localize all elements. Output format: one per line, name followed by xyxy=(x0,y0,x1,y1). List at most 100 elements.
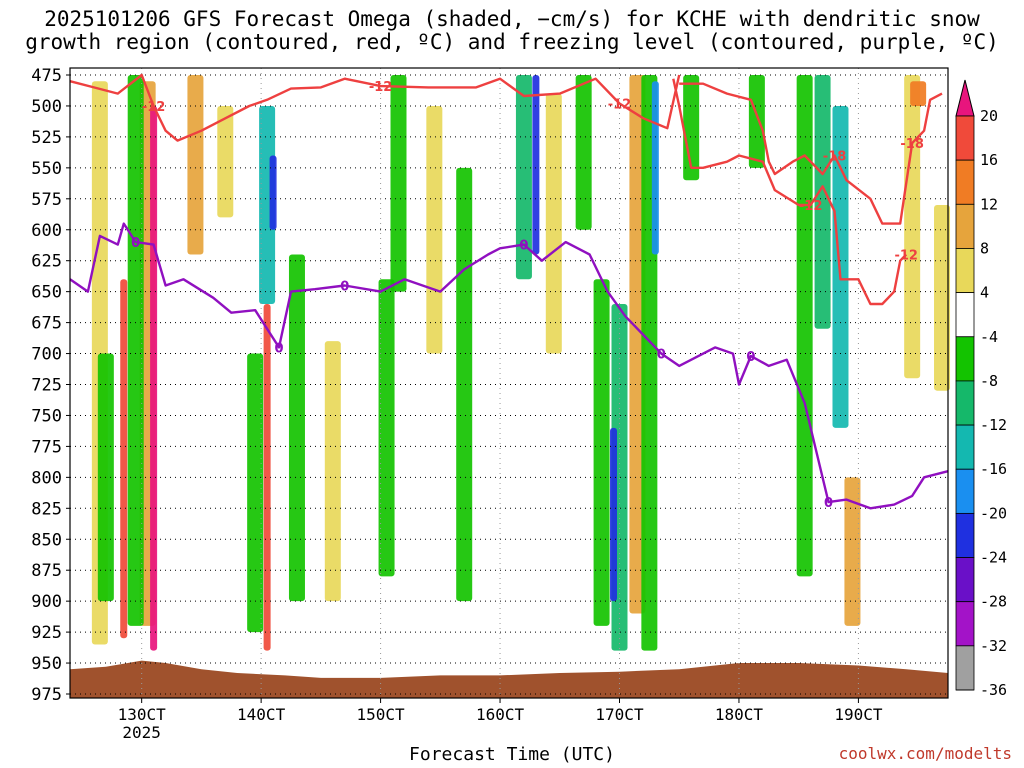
y-tick-label: 950 xyxy=(31,654,62,674)
y-tick-label: 825 xyxy=(31,499,62,519)
x-year-label: 2025 xyxy=(122,723,161,742)
colorbar-label: -8 xyxy=(980,372,998,390)
y-tick-label: 975 xyxy=(31,685,62,705)
colorbar-swatch xyxy=(955,292,975,338)
x-tick-label: 140CT xyxy=(237,705,286,724)
omega-shading-strong_down xyxy=(259,105,276,305)
omega-shading-weak_down xyxy=(288,254,305,602)
colorbar-label: 4 xyxy=(980,284,989,302)
dendritic-isotherm-line-label: -18 xyxy=(823,149,847,164)
y-tick-label: 575 xyxy=(31,190,62,210)
omega-shading-very_strong_up xyxy=(263,304,271,651)
colorbar-label: 12 xyxy=(980,195,998,213)
omega-shading-weak_up xyxy=(324,341,341,602)
omega-shading-weak_down xyxy=(456,167,473,602)
y-tick-label: 600 xyxy=(31,221,62,241)
dendritic-isotherm-line-label: -12 xyxy=(142,100,166,115)
y-tick-label: 775 xyxy=(31,437,62,457)
omega-shading-weak_up xyxy=(904,75,921,379)
chart-title-line1: 2025101206 GFS Forecast Omega (shaded, −… xyxy=(44,7,980,31)
credit-text: coolwx.com/modelts xyxy=(838,744,1012,763)
y-tick-label: 900 xyxy=(31,592,62,612)
colorbar-swatch xyxy=(955,336,975,382)
omega-shading-weak_up xyxy=(217,105,234,218)
freezing-level-line-label: 0 xyxy=(519,239,528,254)
omega-shading-mod_down xyxy=(814,75,831,329)
y-tick-label: 475 xyxy=(31,66,62,86)
omega-shading-weak_down xyxy=(748,75,765,168)
freezing-level-line-label: 0 xyxy=(275,341,284,356)
x-tick-label: 160CT xyxy=(476,705,525,724)
omega-shading-very_strong_up xyxy=(120,279,128,639)
chart-title-line2: growth region (contoured, red, ºC) and f… xyxy=(25,30,999,54)
colorbar-swatch xyxy=(955,380,975,426)
colorbar-label: -12 xyxy=(980,416,1007,434)
colorbar-swatch xyxy=(955,424,975,470)
colorbar-swatch xyxy=(955,159,975,205)
colorbar-swatch xyxy=(955,557,975,603)
omega-shading-extreme_down xyxy=(532,75,540,255)
colorbar-label: -28 xyxy=(980,593,1007,611)
dendritic-isotherm-line xyxy=(672,78,908,306)
x-tick-label: 130CT xyxy=(118,705,167,724)
omega-shading-weak_up xyxy=(426,105,443,354)
colorbar-swatch xyxy=(955,248,975,294)
dendritic-isotherm-line xyxy=(69,73,681,142)
colorbar-swatch xyxy=(955,468,975,514)
colorbar-label: -36 xyxy=(980,681,1007,699)
x-tick-label: 150CT xyxy=(356,705,405,724)
colorbar-label: 20 xyxy=(980,107,998,125)
omega-shading-weak_down xyxy=(796,75,813,577)
dendritic-isotherm-line-label: -12 xyxy=(894,249,918,264)
y-tick-label: 750 xyxy=(31,406,62,426)
omega-shading-weak_down xyxy=(127,75,144,626)
colorbar-label: -32 xyxy=(980,637,1007,655)
y-tick-label: 800 xyxy=(31,468,62,488)
omega-shading-mod_up xyxy=(187,75,204,255)
omega-shading-weak_up xyxy=(545,93,562,354)
x-tick-label: 180CT xyxy=(715,705,764,724)
y-tick-label: 925 xyxy=(31,623,62,643)
omega-shading-strong_up xyxy=(910,81,927,106)
dendritic-isotherm-line xyxy=(679,82,943,225)
y-tick-label: 550 xyxy=(31,159,62,179)
freezing-level-line-label: 0 xyxy=(340,279,349,294)
y-tick-label: 500 xyxy=(31,97,62,117)
omega-shading-mod_down xyxy=(515,75,532,280)
y-tick-label: 850 xyxy=(31,530,62,550)
y-tick-label: 700 xyxy=(31,345,62,365)
omega-shading-extreme_down xyxy=(610,427,618,602)
dendritic-isotherm-line-label: -12 xyxy=(369,80,393,95)
colorbar-label: -24 xyxy=(980,549,1007,567)
freezing-level-line-label: 0 xyxy=(824,496,833,511)
x-tick-label: 170CT xyxy=(595,705,644,724)
colorbar-label: 16 xyxy=(980,151,998,169)
colorbar-top-arrow xyxy=(955,79,975,117)
dendritic-isotherm-line-label: -18 xyxy=(900,137,924,152)
freezing-level-line xyxy=(69,222,949,510)
omega-shading-weak_down xyxy=(247,353,264,633)
colorbar-swatch xyxy=(955,645,975,691)
colorbar-swatch xyxy=(955,601,975,647)
dendritic-isotherm-line-label: -12 xyxy=(608,97,632,112)
y-tick-label: 875 xyxy=(31,561,62,581)
colorbar-label: -20 xyxy=(980,504,1007,522)
omega-shading-weak_down xyxy=(390,75,407,292)
omega-shading-extreme_down xyxy=(269,155,277,230)
freezing-level-line-label: 0 xyxy=(131,236,140,251)
freezing-level-line-label: 0 xyxy=(746,350,755,365)
dendritic-isotherm-line-label: -12 xyxy=(799,199,823,214)
x-axis-label: Forecast Time (UTC) xyxy=(409,744,615,765)
y-tick-label: 650 xyxy=(31,283,62,303)
colorbar-label: 8 xyxy=(980,239,989,257)
y-tick-label: 675 xyxy=(31,314,62,334)
omega-shading-weak_down xyxy=(575,75,592,230)
omega-shading-mod_up xyxy=(844,477,861,626)
colorbar-swatch xyxy=(955,512,975,558)
omega-shading-weak_down xyxy=(683,75,700,181)
colorbar-label: -4 xyxy=(980,328,998,346)
omega-shading-weak_down xyxy=(593,279,610,626)
terrain-fill xyxy=(70,660,948,698)
colorbar-swatch xyxy=(955,203,975,249)
